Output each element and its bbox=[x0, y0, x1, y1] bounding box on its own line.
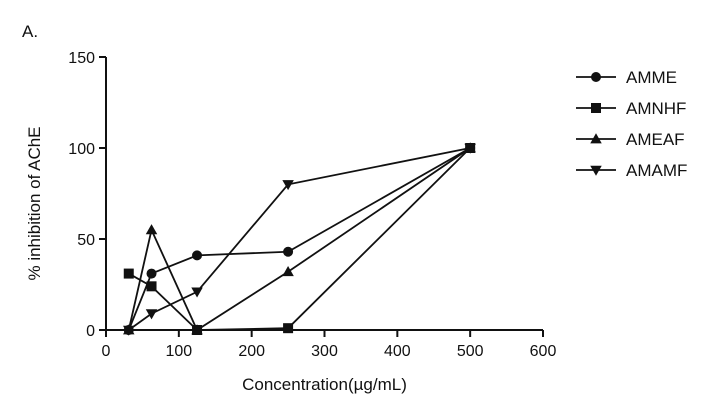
legend-label: AMEAF bbox=[626, 130, 685, 149]
y-axis-title: % inhibition of AChE bbox=[25, 126, 44, 280]
series-line bbox=[127, 147, 471, 332]
y-tick-label: 0 bbox=[86, 323, 95, 340]
legend-item-amnhf: AMNHF bbox=[576, 99, 686, 118]
y-tick-label: 150 bbox=[68, 50, 95, 67]
legend-item-amamf: AMAMF bbox=[576, 161, 687, 180]
data-point bbox=[146, 268, 157, 279]
data-point bbox=[145, 224, 158, 235]
data-point bbox=[146, 281, 157, 292]
series-amamf bbox=[123, 143, 476, 336]
data-point bbox=[282, 266, 294, 277]
panel-label: A. bbox=[22, 22, 39, 41]
y-tick-label: 100 bbox=[68, 141, 95, 158]
series-ameaf bbox=[123, 142, 476, 335]
series-line bbox=[128, 147, 471, 331]
legend-marker bbox=[591, 72, 601, 82]
x-tick-label: 500 bbox=[457, 343, 484, 360]
x-tick-label: 100 bbox=[165, 343, 192, 360]
legend-marker bbox=[590, 165, 602, 176]
data-point bbox=[191, 324, 203, 335]
legend-marker bbox=[590, 133, 602, 144]
legend-label: AMME bbox=[626, 68, 677, 87]
x-axis-title: Concentration(µg/mL) bbox=[242, 375, 407, 394]
x-tick-label: 400 bbox=[384, 343, 411, 360]
x-tick-label: 0 bbox=[102, 343, 111, 360]
series-line bbox=[128, 147, 471, 331]
data-point bbox=[191, 287, 203, 298]
series-amnhf bbox=[123, 143, 476, 335]
series-line bbox=[127, 147, 471, 331]
legend-item-amme: AMME bbox=[576, 68, 677, 87]
legend-label: AMNHF bbox=[626, 99, 686, 118]
data-point bbox=[145, 309, 158, 320]
x-tick-label: 200 bbox=[238, 343, 265, 360]
data-point bbox=[192, 250, 203, 261]
legend-item-ameaf: AMEAF bbox=[576, 130, 685, 149]
legend-label: AMAMF bbox=[626, 161, 687, 180]
x-tick-label: 300 bbox=[311, 343, 338, 360]
data-point bbox=[283, 246, 294, 257]
data-point bbox=[283, 323, 294, 334]
x-tick-label: 600 bbox=[530, 343, 557, 360]
series-amme bbox=[123, 143, 476, 335]
data-point bbox=[123, 325, 135, 336]
legend: AMME AMNHF AMEAF AMAMF bbox=[576, 68, 687, 180]
y-tick-label: 50 bbox=[77, 232, 95, 249]
legend-marker bbox=[591, 103, 601, 113]
plot-area bbox=[123, 142, 476, 336]
data-point bbox=[123, 268, 134, 279]
data-point bbox=[464, 143, 476, 154]
axes: 0 100 200 300 400 500 600 0 50 100 150 bbox=[68, 50, 556, 360]
data-point bbox=[282, 180, 294, 191]
